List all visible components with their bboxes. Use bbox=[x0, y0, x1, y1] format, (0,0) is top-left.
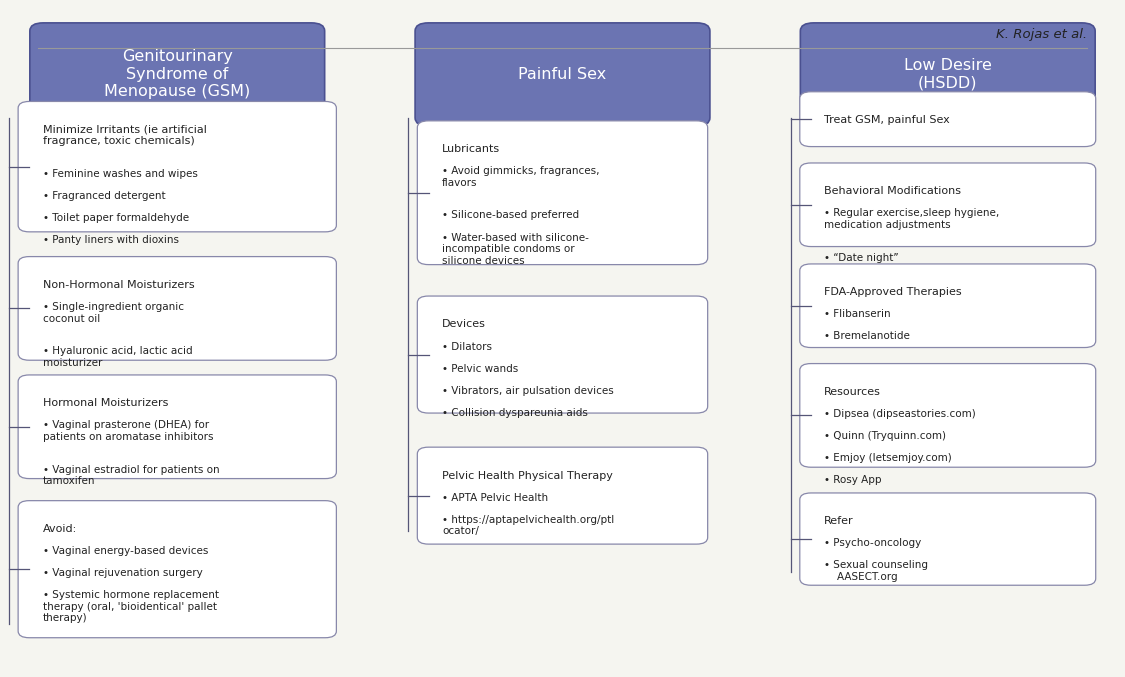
FancyBboxPatch shape bbox=[800, 364, 1096, 467]
FancyBboxPatch shape bbox=[30, 23, 325, 126]
Text: Pelvic Health Physical Therapy: Pelvic Health Physical Therapy bbox=[442, 471, 613, 481]
FancyBboxPatch shape bbox=[417, 121, 708, 265]
FancyBboxPatch shape bbox=[800, 92, 1096, 147]
Text: Refer: Refer bbox=[825, 517, 854, 526]
Text: Avoid:: Avoid: bbox=[43, 524, 76, 534]
Text: • Avoid gimmicks, fragrances,
flavors: • Avoid gimmicks, fragrances, flavors bbox=[442, 167, 600, 188]
Text: • https://aptapelvichealth.org/ptl
ocator/: • https://aptapelvichealth.org/ptl ocato… bbox=[442, 515, 614, 536]
Text: • Psycho-oncology: • Psycho-oncology bbox=[825, 538, 921, 548]
FancyBboxPatch shape bbox=[417, 447, 708, 544]
Text: • Regular exercise,sleep hygiene,
medication adjustments: • Regular exercise,sleep hygiene, medica… bbox=[825, 209, 1000, 230]
Text: Lubricants: Lubricants bbox=[442, 144, 500, 154]
FancyBboxPatch shape bbox=[800, 23, 1095, 126]
Text: Low Desire
(HSDD): Low Desire (HSDD) bbox=[903, 58, 992, 91]
Text: Devices: Devices bbox=[442, 320, 486, 330]
Text: Genitourinary
Syndrome of
Menopause (GSM): Genitourinary Syndrome of Menopause (GSM… bbox=[105, 49, 251, 100]
Text: • Vaginal prasterone (DHEA) for
patients on aromatase inhibitors: • Vaginal prasterone (DHEA) for patients… bbox=[43, 420, 214, 442]
Text: Painful Sex: Painful Sex bbox=[519, 67, 606, 82]
Text: • “Date night”: • “Date night” bbox=[825, 253, 899, 263]
Text: • Vibrators, air pulsation devices: • Vibrators, air pulsation devices bbox=[442, 386, 613, 395]
Text: K. Rojas et al.: K. Rojas et al. bbox=[997, 28, 1088, 41]
Text: • Rosy App: • Rosy App bbox=[825, 475, 882, 485]
FancyBboxPatch shape bbox=[800, 493, 1096, 585]
FancyBboxPatch shape bbox=[417, 296, 708, 413]
Text: • Dilators: • Dilators bbox=[442, 341, 492, 351]
Text: • Quinn (Tryquinn.com): • Quinn (Tryquinn.com) bbox=[825, 431, 946, 441]
Text: Minimize Irritants (ie artificial
fragrance, toxic chemicals): Minimize Irritants (ie artificial fragra… bbox=[43, 125, 207, 146]
Text: • Systemic hormone replacement
therapy (oral, 'bioidentical' pallet
therapy): • Systemic hormone replacement therapy (… bbox=[43, 590, 218, 624]
Text: • Silicone-based preferred: • Silicone-based preferred bbox=[442, 211, 579, 221]
Text: Non-Hormonal Moisturizers: Non-Hormonal Moisturizers bbox=[43, 280, 195, 290]
Text: • Water-based with silicone-
incompatible condoms or
silicone devices: • Water-based with silicone- incompatibl… bbox=[442, 232, 588, 265]
Text: • Vaginal estradiol for patients on
tamoxifen: • Vaginal estradiol for patients on tamo… bbox=[43, 464, 219, 486]
Text: • Pelvic wands: • Pelvic wands bbox=[442, 364, 519, 374]
FancyBboxPatch shape bbox=[18, 102, 336, 232]
FancyBboxPatch shape bbox=[18, 257, 336, 360]
Text: • Collision dyspareunia aids: • Collision dyspareunia aids bbox=[442, 408, 587, 418]
Text: • Emjoy (letsemjoy.com): • Emjoy (letsemjoy.com) bbox=[825, 453, 952, 463]
Text: • Feminine washes and wipes: • Feminine washes and wipes bbox=[43, 169, 198, 179]
FancyBboxPatch shape bbox=[415, 23, 710, 126]
Text: • Fragranced detergent: • Fragranced detergent bbox=[43, 191, 165, 201]
Text: • Sexual counseling
    AASECT.org: • Sexual counseling AASECT.org bbox=[825, 561, 928, 582]
Text: • Bremelanotide: • Bremelanotide bbox=[825, 332, 910, 341]
Text: FDA-Approved Therapies: FDA-Approved Therapies bbox=[825, 287, 962, 297]
Text: • Hyaluronic acid, lactic acid
moisturizer: • Hyaluronic acid, lactic acid moisturiz… bbox=[43, 346, 192, 368]
Text: • Dipsea (dipseastories.com): • Dipsea (dipseastories.com) bbox=[825, 409, 976, 419]
Text: • Single-ingredient organic
coconut oil: • Single-ingredient organic coconut oil bbox=[43, 302, 183, 324]
Text: • Flibanserin: • Flibanserin bbox=[825, 309, 891, 320]
FancyBboxPatch shape bbox=[18, 375, 336, 479]
FancyBboxPatch shape bbox=[800, 264, 1096, 347]
Text: Treat GSM, painful Sex: Treat GSM, painful Sex bbox=[825, 115, 951, 125]
Text: Hormonal Moisturizers: Hormonal Moisturizers bbox=[43, 398, 168, 408]
FancyBboxPatch shape bbox=[800, 163, 1096, 246]
Text: • Vaginal rejuvenation surgery: • Vaginal rejuvenation surgery bbox=[43, 568, 202, 578]
Text: Behavioral Modifications: Behavioral Modifications bbox=[825, 186, 962, 196]
Text: • Toilet paper formaldehyde: • Toilet paper formaldehyde bbox=[43, 213, 189, 223]
Text: • APTA Pelvic Health: • APTA Pelvic Health bbox=[442, 493, 548, 502]
Text: • Vaginal energy-based devices: • Vaginal energy-based devices bbox=[43, 546, 208, 556]
Text: • Panty liners with dioxins: • Panty liners with dioxins bbox=[43, 235, 179, 245]
Text: Resources: Resources bbox=[825, 387, 881, 397]
FancyBboxPatch shape bbox=[18, 501, 336, 638]
